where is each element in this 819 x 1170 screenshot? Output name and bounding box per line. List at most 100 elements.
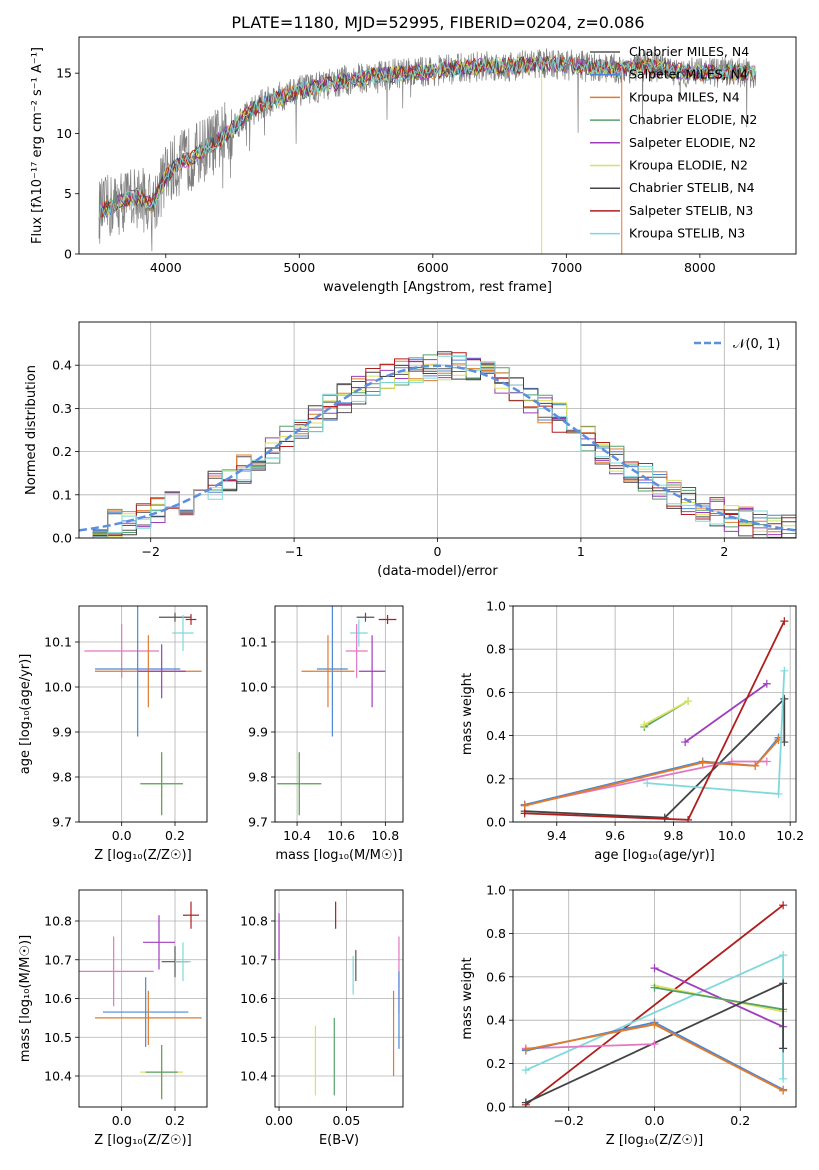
x-tick-label: 10.6 [327, 828, 355, 843]
weight-series-line [524, 737, 780, 806]
x-tick-label: 0.2 [165, 1113, 185, 1128]
x-tick-label: 0.2 [730, 1113, 750, 1128]
weight-marker [643, 779, 652, 788]
y-tick-label: 10.7 [240, 952, 268, 967]
weight-marker [640, 720, 649, 729]
x-axis-label: mass [log₁₀(M/M☉)] [275, 848, 402, 863]
plot-area [278, 901, 400, 1096]
legend-entry: Salpeter MILES, N4 [629, 67, 748, 82]
x-tick-label: 0.0 [645, 1113, 665, 1128]
x-axis-label: age [log₁₀(age/yr)] [594, 848, 715, 863]
axes-frame [274, 889, 404, 1108]
x-tick-label: −2 [141, 544, 159, 559]
legend-entry: Chabrier MILES, N4 [629, 44, 749, 59]
y-tick-label: 10.8 [44, 914, 72, 929]
weight-marker [698, 758, 707, 767]
plot-area [84, 606, 202, 816]
weight-series-line [654, 967, 784, 1028]
weight-marker [774, 789, 783, 798]
y-tick-label: 9.8 [248, 770, 268, 785]
model-spectrum-line [98, 56, 756, 221]
x-tick-label: 9.4 [547, 828, 567, 843]
x-tick-label: 10.8 [371, 828, 399, 843]
weight-marker [779, 1086, 788, 1095]
y-tick-label: 9.9 [248, 725, 268, 740]
weight-marker [681, 738, 690, 747]
y-tick-label: 10.7 [44, 952, 72, 967]
legend-entry: 𝒩(0, 1) [733, 337, 780, 352]
weight-series-line [643, 700, 689, 726]
weight-series-line [684, 683, 768, 743]
weight-marker [520, 809, 529, 818]
weight-marker [780, 617, 789, 626]
y-tick-label: 9.9 [52, 725, 72, 740]
x-tick-label: 10.2 [776, 828, 804, 843]
y-tick-label: 10.5 [240, 1030, 268, 1045]
weight-marker [521, 1066, 530, 1075]
y-tick-label: 10.1 [240, 635, 268, 650]
y-tick-label: 0.8 [486, 642, 506, 657]
panel-age-vs-mass: 10.4 10.6 10.8 9.7 9.8 9.9 10.0 10.1 mass [log₁₀… [240, 605, 404, 863]
plot-area [79, 901, 202, 1100]
x-axis-label: Z [log₁₀(Z/Z☉)] [94, 848, 191, 863]
y-axis-label: mass [log₁₀(M/M☉)] [18, 935, 33, 1062]
x-tick-label: 6000 [417, 260, 449, 275]
x-tick-label: 0.0 [112, 828, 132, 843]
weight-marker [780, 666, 789, 675]
figure-title: PLATE=1180, MJD=52995, FIBERID=0204, z=0… [231, 13, 644, 32]
panel-weight-vs-Z: −0.2 0.0 0.2 0.0 0.2 0.4 0.6 0.8 1.0 Z [log₁₀(Z/Z… [460, 883, 797, 1148]
axes-frame [78, 321, 797, 539]
weight-marker [684, 815, 693, 822]
plot-area [79, 351, 796, 538]
weight-series-line [524, 696, 786, 819]
plot-area [277, 606, 397, 816]
x-tick-label: 0.2 [165, 828, 185, 843]
legend-entry: Salpeter STELIB, N3 [629, 203, 753, 218]
weight-marker [650, 983, 659, 992]
y-tick-label: 0.6 [486, 685, 506, 700]
panel-mass-vs-EBV: 0.00 0.05 10.4 10.5 10.6 10.7 10.8 E(B-V) [240, 889, 404, 1148]
axes-frame [78, 605, 208, 823]
y-tick-label: 0.6 [486, 969, 506, 984]
panel-residuals: −2 −1 0 1 2 0.0 0.1 0.2 0.3 0.4 (data-model)/error… [24, 321, 797, 579]
x-tick-label: 9.6 [605, 828, 625, 843]
axes-frame [78, 889, 208, 1108]
y-axis-label: age [log₁₀(age/yr)] [18, 654, 33, 775]
weight-series-line [654, 986, 784, 1011]
x-tick-label: 1 [577, 544, 585, 559]
plot-area [520, 617, 789, 822]
weight-marker [521, 1098, 530, 1107]
y-tick-label: 10.1 [44, 635, 72, 650]
plot-area [521, 901, 788, 1107]
weight-marker [650, 1040, 659, 1049]
y-tick-label: 1.0 [486, 883, 506, 898]
x-axis-label: Z [log₁₀(Z/Z☉)] [94, 1133, 191, 1148]
y-tick-label: 5 [64, 186, 72, 201]
residual-histogram [79, 355, 796, 538]
x-tick-label: 5000 [283, 260, 315, 275]
y-tick-label: 9.7 [248, 815, 268, 830]
x-tick-label: 4000 [150, 260, 182, 275]
y-tick-label: 9.8 [52, 770, 72, 785]
legend-entry: Salpeter ELODIE, N2 [629, 135, 756, 150]
panel-spectrum: 4000 5000 6000 7000 8000 0 5 10 15 wavelength [An… [30, 36, 797, 295]
panel-weight-vs-age: 9.4 9.6 9.8 10.0 10.2 0.0 0.2 0.4 0.6 0.8 1.0 age [… [460, 599, 804, 864]
y-axis-label: Flux [fλ10⁻¹⁷ erg cm⁻² s⁻¹ A⁻¹] [30, 47, 45, 244]
x-tick-label: −1 [285, 544, 303, 559]
y-tick-label: 10.6 [240, 991, 268, 1006]
panel-mass-vs-Z: 0.0 0.2 10.4 10.5 10.6 10.7 10.8 Z [log₁₀(Z/Z☉)… [18, 889, 208, 1148]
weight-marker [762, 757, 771, 766]
x-tick-label: −0.2 [554, 1113, 584, 1128]
y-tick-label: 15 [56, 66, 72, 81]
x-axis-label: Z [log₁₀(Z/Z☉)] [606, 1133, 703, 1148]
legend-entry: Chabrier ELODIE, N2 [629, 112, 757, 127]
x-axis-label: wavelength [Angstrom, rest frame] [323, 280, 552, 295]
axes-frame [78, 36, 797, 255]
weight-series-line [524, 739, 780, 807]
y-tick-label: 0.0 [486, 815, 506, 830]
weight-marker [520, 801, 529, 810]
x-tick-label: 8000 [684, 260, 716, 275]
y-tick-label: 0.4 [486, 728, 506, 743]
y-tick-label: 10.8 [240, 914, 268, 929]
x-axis-label: E(B-V) [319, 1133, 359, 1148]
